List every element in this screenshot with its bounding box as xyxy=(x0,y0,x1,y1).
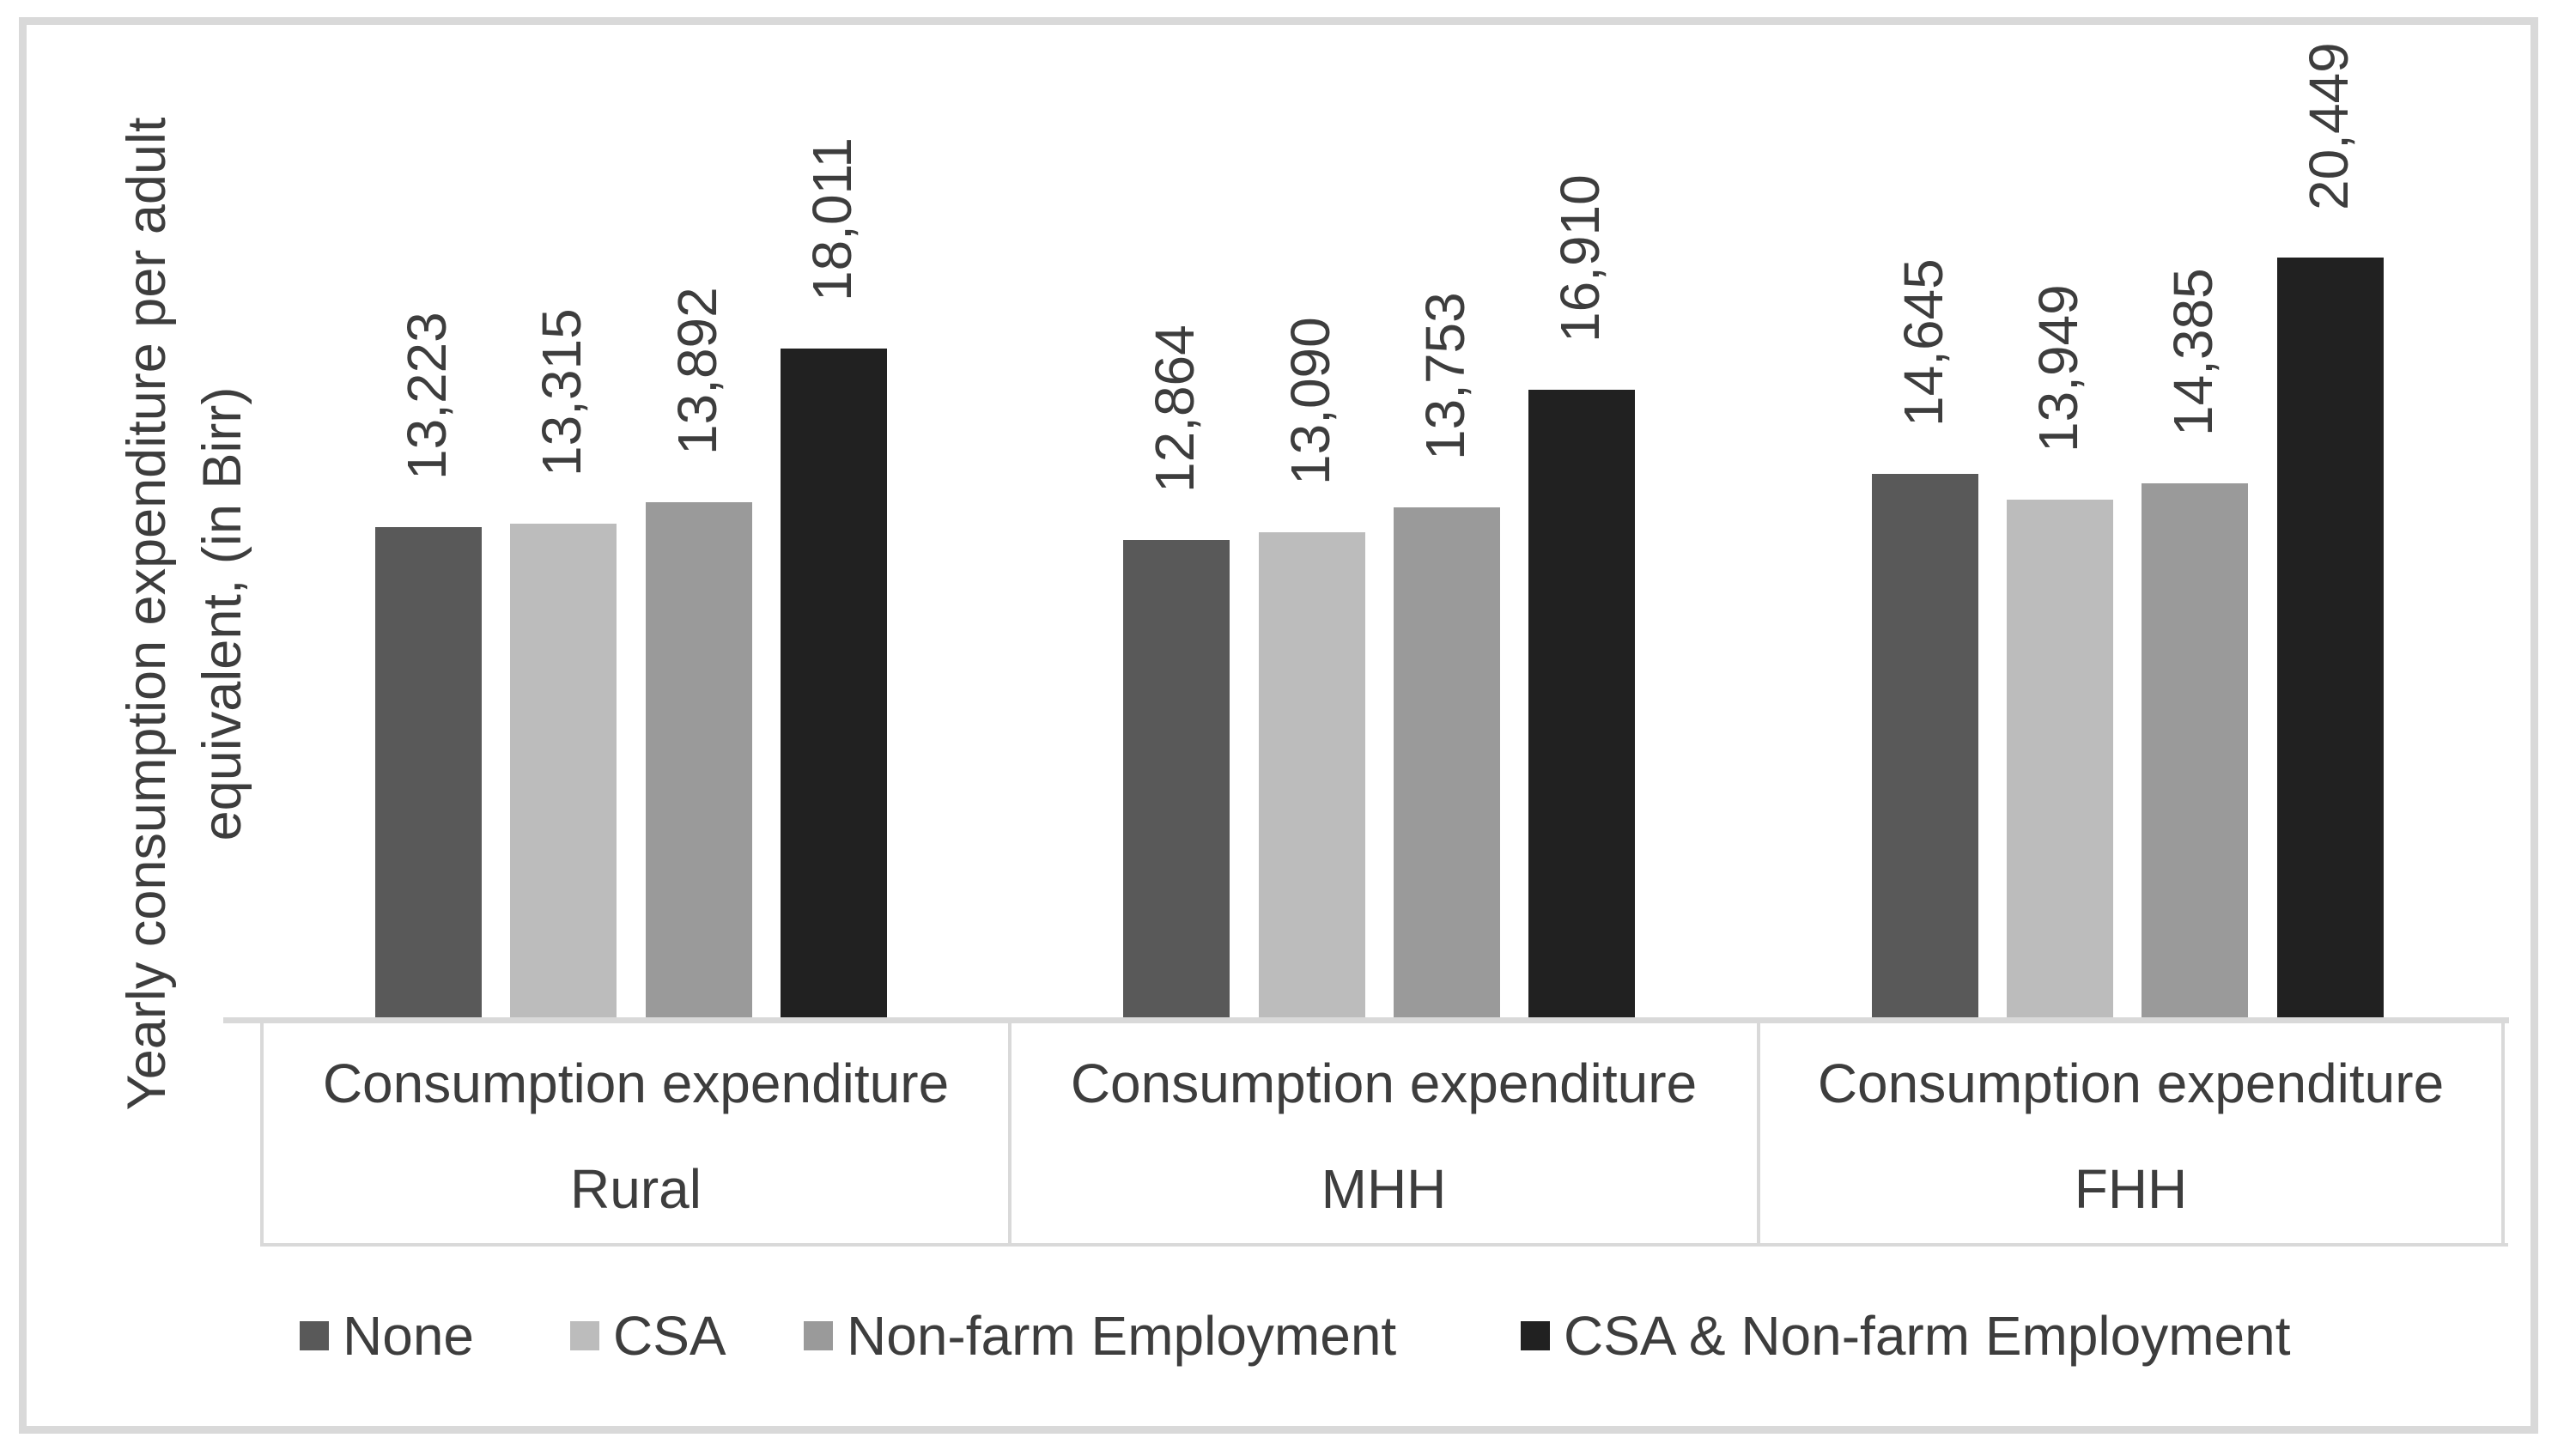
bar-non-farm-employment xyxy=(2142,483,2248,1020)
category-measure-label: Consumption expenditure xyxy=(322,1053,950,1114)
legend-swatch-nonfarm xyxy=(804,1321,833,1350)
bar-value-label: 20,449 xyxy=(2298,42,2360,210)
y-axis-title-line-1: Yearly consumption expenditure per adult xyxy=(117,117,177,1111)
bar-none xyxy=(1123,540,1230,1020)
bar-value-label: 13,949 xyxy=(2027,284,2089,452)
category-measure-label: Consumption expenditure xyxy=(1817,1053,2445,1114)
bar-value-label: 16,910 xyxy=(1549,174,1611,343)
bar-value-label: 13,223 xyxy=(396,312,458,480)
bar-non-farm-employment xyxy=(1394,507,1500,1020)
legend-swatch-none xyxy=(300,1321,329,1350)
bar-value-label: 12,864 xyxy=(1144,325,1206,493)
category-group-label: FHH xyxy=(2074,1158,2188,1220)
legend-label: CSA xyxy=(613,1305,726,1367)
category-axis-bottom-border xyxy=(260,1243,2508,1247)
category-cell-mhh: Consumption expenditure MHH xyxy=(1008,1023,1756,1243)
y-axis-title: Yearly consumption expenditure per adult… xyxy=(109,4,260,1223)
category-cell-fhh: Consumption expenditure FHH xyxy=(1757,1023,2505,1243)
bar-value-label: 13,892 xyxy=(666,287,728,455)
bar-value-label: 13,753 xyxy=(1414,292,1476,460)
category-group-label: Rural xyxy=(570,1158,702,1220)
legend-label: Non-farm Employment xyxy=(847,1305,1397,1367)
category-group-label: MHH xyxy=(1321,1158,1447,1220)
category-cell-rural: Consumption expenditure Rural xyxy=(260,1023,1008,1243)
bar-none xyxy=(375,527,482,1020)
bar-csa-non-farm-employment xyxy=(781,349,887,1020)
bar-csa xyxy=(510,524,617,1020)
bar-none xyxy=(1872,474,1978,1020)
bar-csa-non-farm-employment xyxy=(2277,258,2384,1020)
bar-value-label: 18,011 xyxy=(801,137,863,301)
legend-item-nonfarm: Non-farm Employment xyxy=(804,1303,1396,1368)
legend-swatch-csa-nonfarm xyxy=(1521,1321,1550,1350)
bar-value-label: 13,090 xyxy=(1279,317,1341,485)
bar-value-label: 14,645 xyxy=(1893,258,1954,427)
chart-outer-frame xyxy=(19,17,2538,1434)
bar-csa xyxy=(2007,500,2113,1020)
category-measure-label: Consumption expenditure xyxy=(1070,1053,1698,1114)
legend-item-none: None xyxy=(300,1303,474,1368)
bar-csa-non-farm-employment xyxy=(1528,390,1635,1020)
bar-value-label: 13,315 xyxy=(531,308,592,476)
bar-csa xyxy=(1259,532,1365,1020)
x-axis-baseline xyxy=(223,1017,2509,1023)
legend-label: CSA & Non-farm Employment xyxy=(1564,1305,2291,1367)
legend-item-csa-nonfarm: CSA & Non-farm Employment xyxy=(1521,1303,2291,1368)
legend-label: None xyxy=(343,1305,474,1367)
bar-value-label: 14,385 xyxy=(2162,268,2224,436)
legend-item-csa: CSA xyxy=(570,1303,726,1368)
bar-non-farm-employment xyxy=(646,502,752,1020)
legend-swatch-csa xyxy=(570,1321,599,1350)
y-axis-title-line-2: equivalent, (in Birr) xyxy=(192,386,252,841)
